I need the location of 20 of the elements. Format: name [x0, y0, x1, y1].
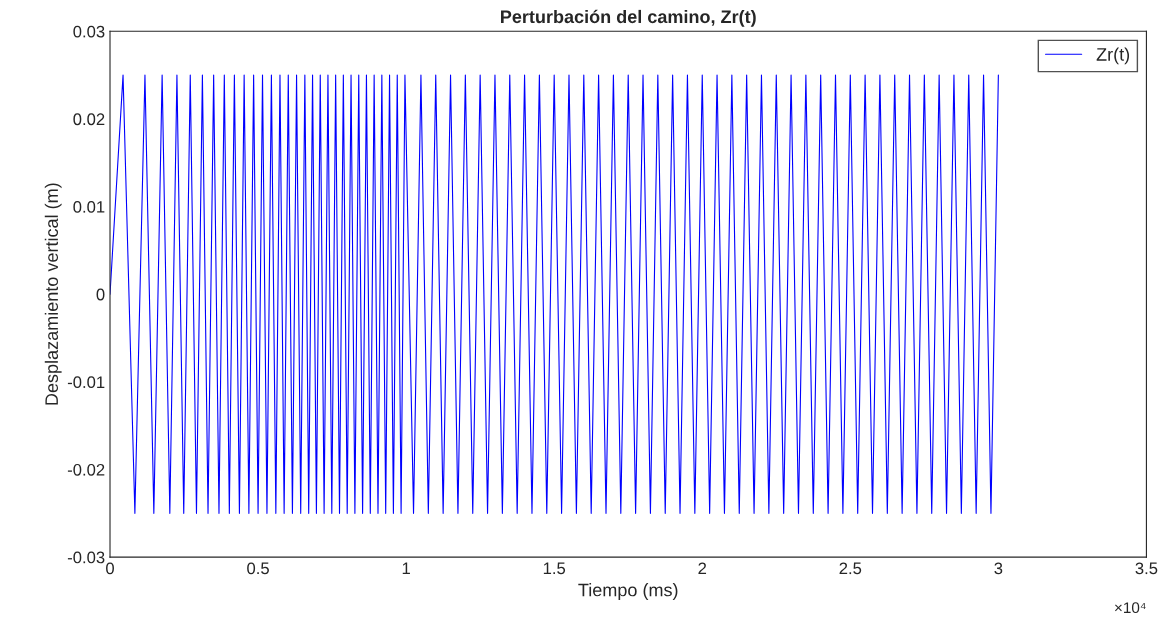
y-tick-label: -0.03	[67, 551, 105, 564]
y-tick-label: 0.02	[73, 113, 105, 126]
x-tick-label: 1	[402, 562, 410, 575]
legend-label: Zr(t)	[1096, 47, 1130, 65]
text: ×10⁴	[1115, 602, 1146, 614]
x-tick-label: 0.5	[247, 562, 269, 575]
chart-title: Perturbación del camino, Zr(t)	[501, 9, 756, 27]
x-tick-label: 1.5	[543, 562, 566, 575]
x-tick-label: 2	[698, 562, 707, 575]
y-tick-label: -0.01	[67, 376, 105, 389]
y-tick-label: -0.02	[67, 463, 105, 476]
x-tick-label: 2.5	[839, 562, 862, 575]
y-axis-title: Desplazamiento vertical (m)	[44, 183, 62, 405]
y-tick-label: 0	[96, 288, 105, 301]
y-tick-label: 0.01	[73, 200, 105, 213]
y-tick-label: 0.03	[73, 25, 105, 38]
x-tick-label: 0	[106, 562, 114, 575]
x-tick-label: 3	[994, 562, 1003, 575]
x-tick-label: 3.5	[1135, 562, 1158, 575]
x-axis-title: Tiempo (ms)	[578, 583, 678, 600]
